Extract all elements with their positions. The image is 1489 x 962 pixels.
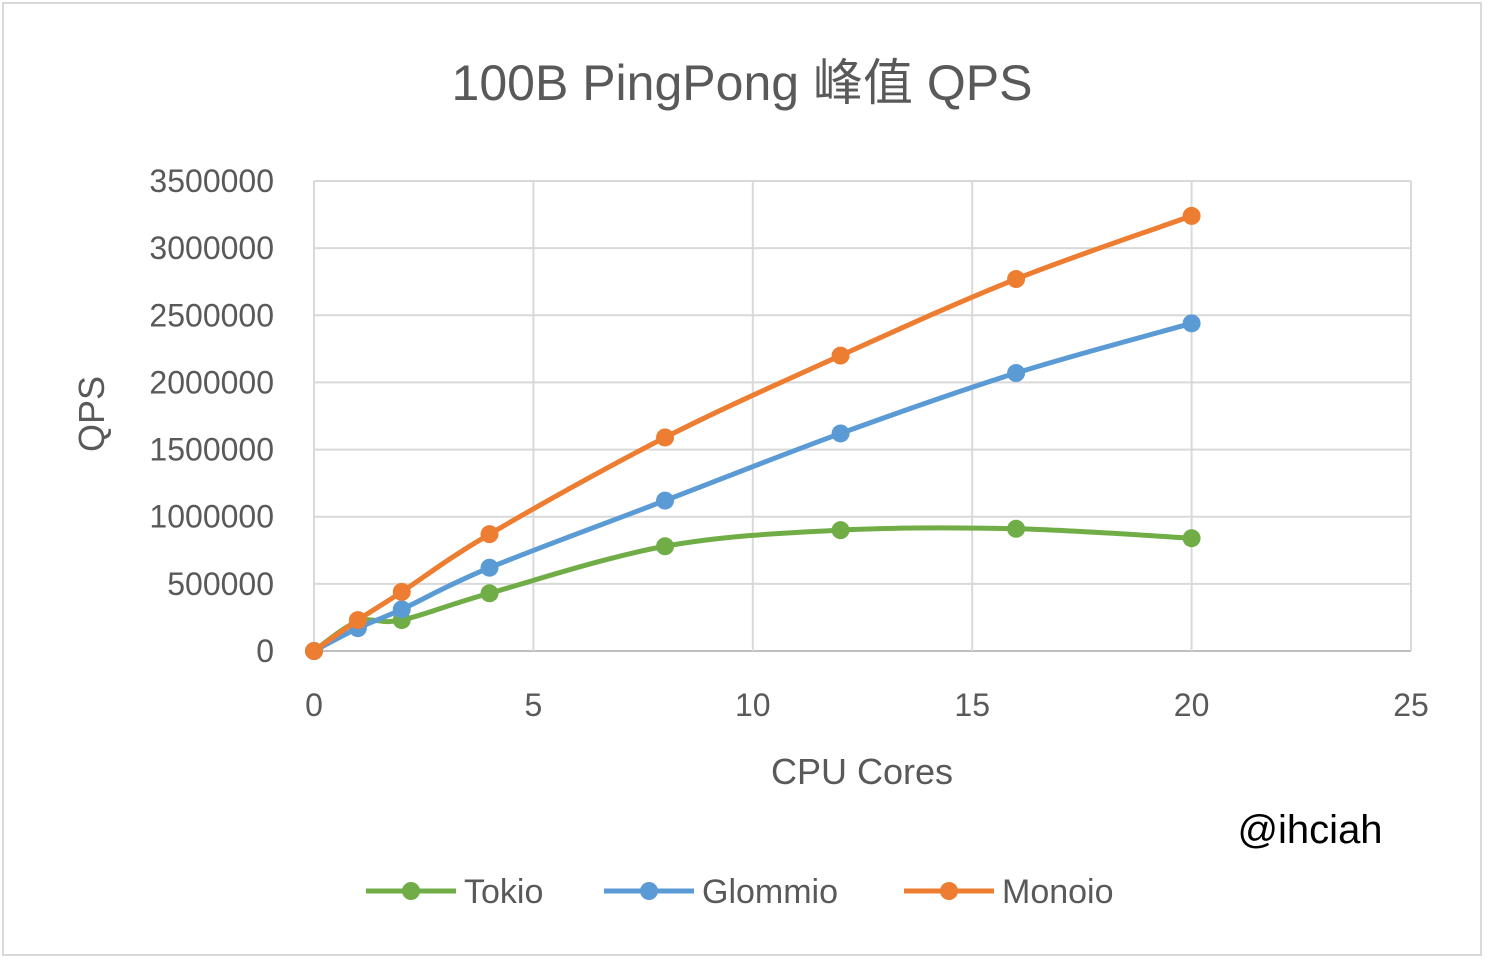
x-tick-label: 25 xyxy=(1393,687,1429,723)
data-point xyxy=(1182,529,1201,548)
data-point xyxy=(1182,314,1201,333)
data-point xyxy=(831,424,850,443)
data-point xyxy=(831,346,850,365)
data-point xyxy=(656,491,675,510)
legend-label: Glommio xyxy=(702,873,838,911)
x-axis-ticks: 0 5 10 15 20 25 xyxy=(305,687,1429,723)
legend-marker xyxy=(402,882,420,900)
y-tick-label: 3500000 xyxy=(149,163,274,199)
data-point xyxy=(480,525,499,544)
data-point xyxy=(392,600,411,619)
x-tick-label: 20 xyxy=(1174,687,1210,723)
data-point xyxy=(348,611,367,630)
data-point xyxy=(656,428,675,447)
data-point xyxy=(1182,206,1201,225)
series-lines xyxy=(305,206,1201,660)
y-tick-label: 2000000 xyxy=(149,364,274,400)
watermark: @ihciah xyxy=(1237,808,1382,852)
legend-marker xyxy=(640,882,658,900)
y-tick-label: 3000000 xyxy=(149,230,274,266)
legend-item-glommio: Glommio xyxy=(604,873,838,911)
series-monoio xyxy=(305,206,1201,660)
x-tick-label: 15 xyxy=(954,687,990,723)
data-point xyxy=(1007,364,1026,383)
y-axis-title: QPS xyxy=(71,376,112,452)
data-point xyxy=(480,558,499,577)
legend-item-monoio: Monoio xyxy=(904,873,1114,911)
y-tick-label: 1000000 xyxy=(149,499,274,535)
x-axis-title: CPU Cores xyxy=(771,751,953,792)
x-tick-label: 10 xyxy=(735,687,771,723)
data-point xyxy=(1007,270,1026,289)
data-point xyxy=(392,582,411,601)
legend-label: Tokio xyxy=(464,873,543,911)
data-point xyxy=(831,521,850,540)
legend-marker xyxy=(940,882,958,900)
legend: Tokio Glommio Monoio xyxy=(366,873,1114,911)
x-tick-label: 0 xyxy=(305,687,323,723)
gridlines xyxy=(313,180,1412,652)
y-tick-label: 0 xyxy=(256,633,274,669)
y-tick-label: 2500000 xyxy=(149,297,274,333)
x-tick-label: 5 xyxy=(525,687,543,723)
series-glommio xyxy=(305,314,1201,660)
legend-label: Monoio xyxy=(1002,873,1114,911)
data-point xyxy=(1007,519,1026,538)
data-point xyxy=(480,584,499,603)
data-point xyxy=(305,642,323,660)
y-tick-label: 500000 xyxy=(167,566,274,602)
chart-title: 100B PingPong 峰值 QPS xyxy=(452,55,1033,111)
legend-item-tokio: Tokio xyxy=(366,873,543,911)
y-tick-label: 1500000 xyxy=(149,432,274,468)
y-axis-ticks: 0 500000 1000000 1500000 2000000 2500000 30000… xyxy=(149,163,274,669)
data-point xyxy=(656,537,675,556)
